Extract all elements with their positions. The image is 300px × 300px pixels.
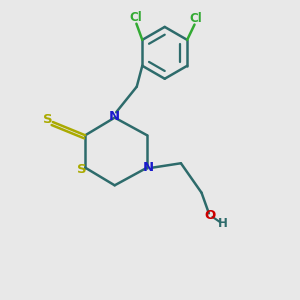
Text: Cl: Cl (129, 11, 142, 24)
Text: S: S (43, 113, 52, 126)
Text: O: O (205, 209, 216, 222)
Text: S: S (77, 163, 86, 176)
Text: N: N (143, 161, 154, 174)
Text: Cl: Cl (190, 12, 202, 25)
Text: H: H (218, 217, 228, 230)
Text: N: N (109, 110, 120, 123)
